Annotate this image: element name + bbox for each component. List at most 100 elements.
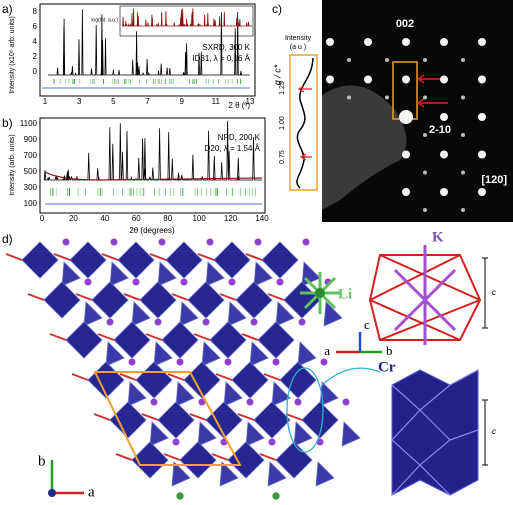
arrow [416, 74, 448, 108]
spot [478, 75, 486, 84]
octahedron [161, 321, 199, 359]
beam-stop [322, 85, 407, 210]
panel-c: c) 002 2-10 [120] Intensity (a u ) q / c… [272, 0, 513, 222]
axes-origin [48, 489, 56, 497]
k-atom [298, 318, 306, 326]
spot [440, 188, 448, 196]
octahedron [201, 341, 221, 367]
k-atom [110, 238, 118, 246]
k-atom [320, 358, 328, 366]
k-atom [206, 238, 214, 246]
k-bond [97, 333, 115, 341]
y-tick-label: 1100 [20, 119, 38, 128]
x-tick-label: 3 [77, 97, 82, 106]
superspot [385, 58, 389, 62]
plot-frame [39, 3, 256, 97]
unit-cell [93, 371, 242, 466]
k-bond [93, 413, 111, 421]
octahedron [61, 261, 81, 287]
superspot [385, 95, 389, 100]
octahedron [197, 421, 217, 447]
k-atom [224, 358, 232, 366]
octahedron [175, 381, 195, 407]
pattern [122, 8, 252, 27]
superspot [423, 58, 427, 62]
octahedron [131, 441, 169, 479]
k-bond [167, 373, 185, 381]
k-bond [145, 333, 163, 341]
spot [364, 38, 372, 46]
octahedron [253, 401, 291, 439]
superspot [347, 95, 351, 100]
y-tick-label: 8 [33, 7, 38, 16]
octahedron [209, 321, 247, 359]
k-bond [115, 453, 133, 461]
k-bonds [393, 245, 457, 345]
scale-bar [482, 257, 488, 329]
zone-label: [120] [481, 174, 507, 186]
octahedron [301, 401, 339, 439]
atom-label: Cr [378, 359, 396, 375]
x-tick-label: 9 [179, 97, 184, 106]
k-atom [250, 318, 258, 326]
k-atom [106, 318, 114, 326]
superspot [423, 208, 427, 212]
k-atom [176, 358, 184, 366]
k-atom [180, 278, 188, 286]
k-bond [193, 333, 211, 341]
li-atom [271, 491, 281, 501]
panel-label: a) [2, 2, 13, 16]
superspot [461, 58, 465, 62]
y-tick-label: 100 [24, 199, 38, 208]
y-tick-label: 300 [24, 183, 38, 192]
y-tick-label: 700 [24, 151, 38, 160]
note: SXRD, 300 K [202, 43, 250, 52]
k-bond [267, 293, 285, 301]
axis-label: b [386, 343, 393, 358]
octahedron [267, 461, 287, 487]
octahedron [109, 261, 129, 287]
octahedron [231, 361, 269, 399]
k-bond [237, 413, 255, 421]
k-bond [211, 453, 229, 461]
k-bond [163, 453, 181, 461]
cr-chain [391, 369, 479, 496]
atom-label: Li [338, 286, 352, 302]
octahedron [109, 401, 147, 439]
k-bond [149, 253, 167, 261]
k-polyhedron [368, 254, 482, 341]
spot [326, 38, 334, 46]
octahedron [227, 441, 265, 479]
profile-title: Intensity [285, 35, 312, 42]
octahedron [275, 301, 295, 327]
k-atom [128, 358, 136, 366]
octahedron [43, 281, 81, 319]
y-tick-label: 4 [33, 37, 38, 46]
k-atom [316, 438, 324, 446]
spot [326, 75, 334, 84]
spot-label: 002 [396, 18, 414, 30]
y-label: Intensity (x10⁵ arb. units) [9, 16, 16, 94]
spot [402, 150, 410, 159]
octahedron [205, 401, 243, 439]
x-label: 2θ (degrees) [129, 226, 175, 235]
octahedron [245, 421, 265, 447]
note: NPD, 200 K [218, 133, 261, 142]
tick-label: 1.00 [279, 116, 286, 130]
k-bond [53, 253, 71, 261]
octahedron [213, 241, 251, 279]
k-bond [189, 413, 207, 421]
octahedron [153, 341, 173, 367]
superspot [423, 170, 427, 175]
octahedron [65, 321, 103, 359]
octahedron [319, 381, 339, 407]
k-bond [49, 333, 67, 341]
y-tick-label: 0 [33, 67, 38, 76]
k-bond [101, 253, 119, 261]
octahedron [323, 301, 343, 327]
profile-unit: (a u ) [290, 44, 306, 51]
k-atom [150, 398, 158, 406]
octahedron [69, 241, 107, 279]
octahedron [179, 301, 199, 327]
